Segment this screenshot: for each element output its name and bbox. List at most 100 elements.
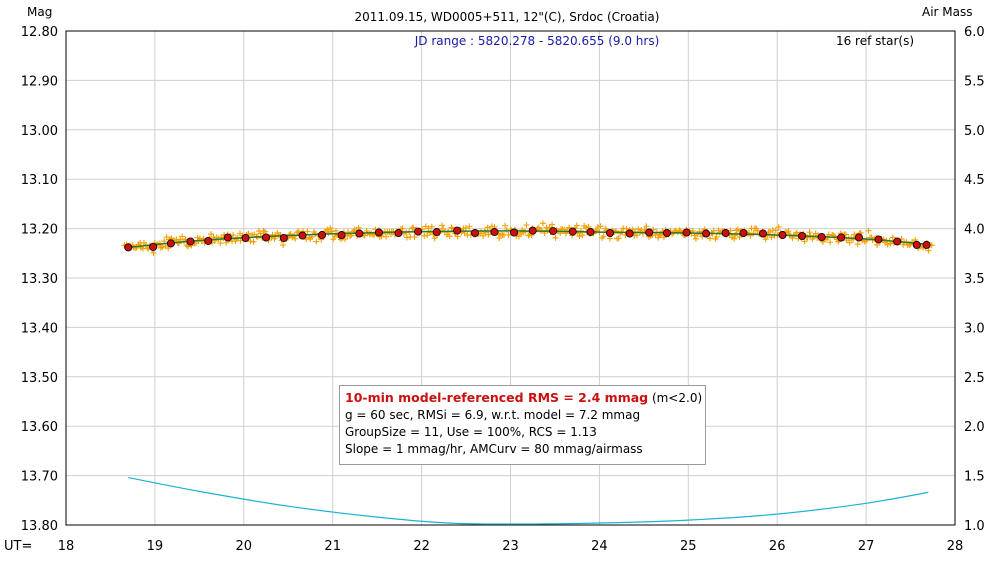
raw-point: [480, 232, 487, 239]
raw-point: [523, 222, 530, 229]
binned-point: [355, 229, 364, 238]
raw-point: [615, 235, 622, 242]
raw-point: [411, 234, 418, 241]
binned-point: [798, 232, 807, 241]
raw-point: [324, 226, 331, 233]
raw-point: [257, 230, 264, 237]
y2-tick-label: 3.0: [964, 321, 985, 336]
binned-point: [262, 233, 271, 242]
y-axis-title: Mag: [27, 5, 52, 19]
binned-point: [528, 226, 537, 235]
raw-point: [496, 235, 503, 242]
y2-tick-label: 5.0: [964, 124, 985, 139]
raw-point: [313, 238, 320, 245]
binned-point: [414, 227, 423, 236]
x-axis-title: UT=: [4, 539, 32, 554]
raw-point: [549, 221, 556, 228]
y2-tick-label: 6.0: [964, 25, 985, 40]
y-tick-label: 13.70: [21, 470, 58, 485]
x-tick-label: 21: [324, 539, 341, 554]
raw-point: [466, 223, 473, 230]
x-tick-label: 28: [947, 539, 964, 554]
binned-point: [702, 229, 711, 238]
binned-point: [893, 237, 902, 246]
raw-point: [692, 235, 699, 242]
plot-frame: [65, 30, 956, 526]
x-tick-label: 22: [413, 539, 430, 554]
raw-point: [831, 233, 838, 240]
raw-point: [304, 228, 311, 235]
y-tick-label: 12.80: [21, 25, 58, 40]
y-tick-label: 13.30: [21, 272, 58, 287]
binned-point: [758, 229, 767, 238]
ref-stars-label: 16 ref star(s): [836, 34, 914, 48]
y-tick-label: 13.40: [21, 321, 58, 336]
raw-point: [762, 236, 769, 243]
binned-point: [510, 228, 519, 237]
raw-point: [734, 226, 741, 233]
x-tick-label: 23: [502, 539, 519, 554]
raw-point: [889, 234, 896, 241]
raw-point: [793, 229, 800, 236]
binned-point: [912, 240, 921, 249]
y2-axis-title: Air Mass: [922, 5, 973, 19]
raw-point: [448, 224, 455, 231]
raw-point: [150, 249, 157, 256]
raw-point: [643, 223, 650, 230]
binned-point: [682, 228, 691, 237]
raw-point: [772, 227, 779, 234]
raw-point: [325, 229, 332, 236]
raw-point: [806, 229, 813, 236]
x-tick-label: 18: [58, 539, 75, 554]
binned-point: [124, 243, 133, 252]
y-tick-label: 13.60: [21, 420, 58, 435]
binned-point: [149, 242, 158, 251]
y2-axis-labels: 6.0 5.5 5.0 4.5 4.0 3.5 3.0 2.5 2.0 1.5 1.0: [964, 25, 985, 534]
raw-point: [594, 223, 601, 230]
binned-point: [166, 239, 175, 248]
raw-point: [462, 225, 469, 232]
binned-point: [337, 231, 346, 240]
raw-point: [754, 227, 761, 234]
x-tick-label: 20: [236, 539, 253, 554]
binned-point: [837, 233, 846, 242]
x-tick-label: 19: [147, 539, 164, 554]
raw-point: [247, 238, 254, 245]
binned-point: [223, 233, 232, 242]
x-axis-labels: 18 19 20 21 22 23 24 25 26 27 28: [58, 539, 964, 554]
raw-point: [801, 238, 808, 245]
binned-point: [241, 233, 250, 242]
raw-point: [428, 223, 435, 230]
model-curve: [128, 230, 929, 249]
raw-point: [175, 240, 182, 247]
raw-point: [403, 234, 410, 241]
binned-point: [568, 227, 577, 236]
raw-point: [600, 233, 607, 240]
raw-point: [484, 224, 491, 231]
raw-point: [854, 241, 861, 248]
raw-point: [327, 225, 334, 232]
raw-point: [785, 228, 792, 235]
binned-point: [874, 235, 883, 244]
y-tick-label: 13.10: [21, 173, 58, 188]
binned-point: [606, 229, 615, 238]
raw-point: [713, 233, 720, 240]
raw-point: [775, 223, 782, 230]
raw-point: [552, 234, 559, 241]
raw-point: [656, 232, 663, 239]
binned-point: [470, 229, 479, 238]
y2-tick-label: 5.5: [964, 74, 985, 89]
binned-point: [279, 233, 288, 242]
y2-tick-label: 1.5: [964, 470, 985, 485]
raw-point: [842, 231, 849, 238]
binned-point: [394, 229, 403, 238]
raw-point: [731, 235, 738, 242]
info-line-4: Slope = 1 mmag/hr, AMCurv = 80 mmag/airm…: [345, 442, 643, 456]
raw-point: [706, 235, 713, 242]
raw-point: [427, 229, 434, 236]
y-tick-label: 13.50: [21, 371, 58, 386]
raw-point: [750, 230, 757, 237]
raw-point: [925, 247, 932, 254]
raw-point: [409, 225, 416, 232]
